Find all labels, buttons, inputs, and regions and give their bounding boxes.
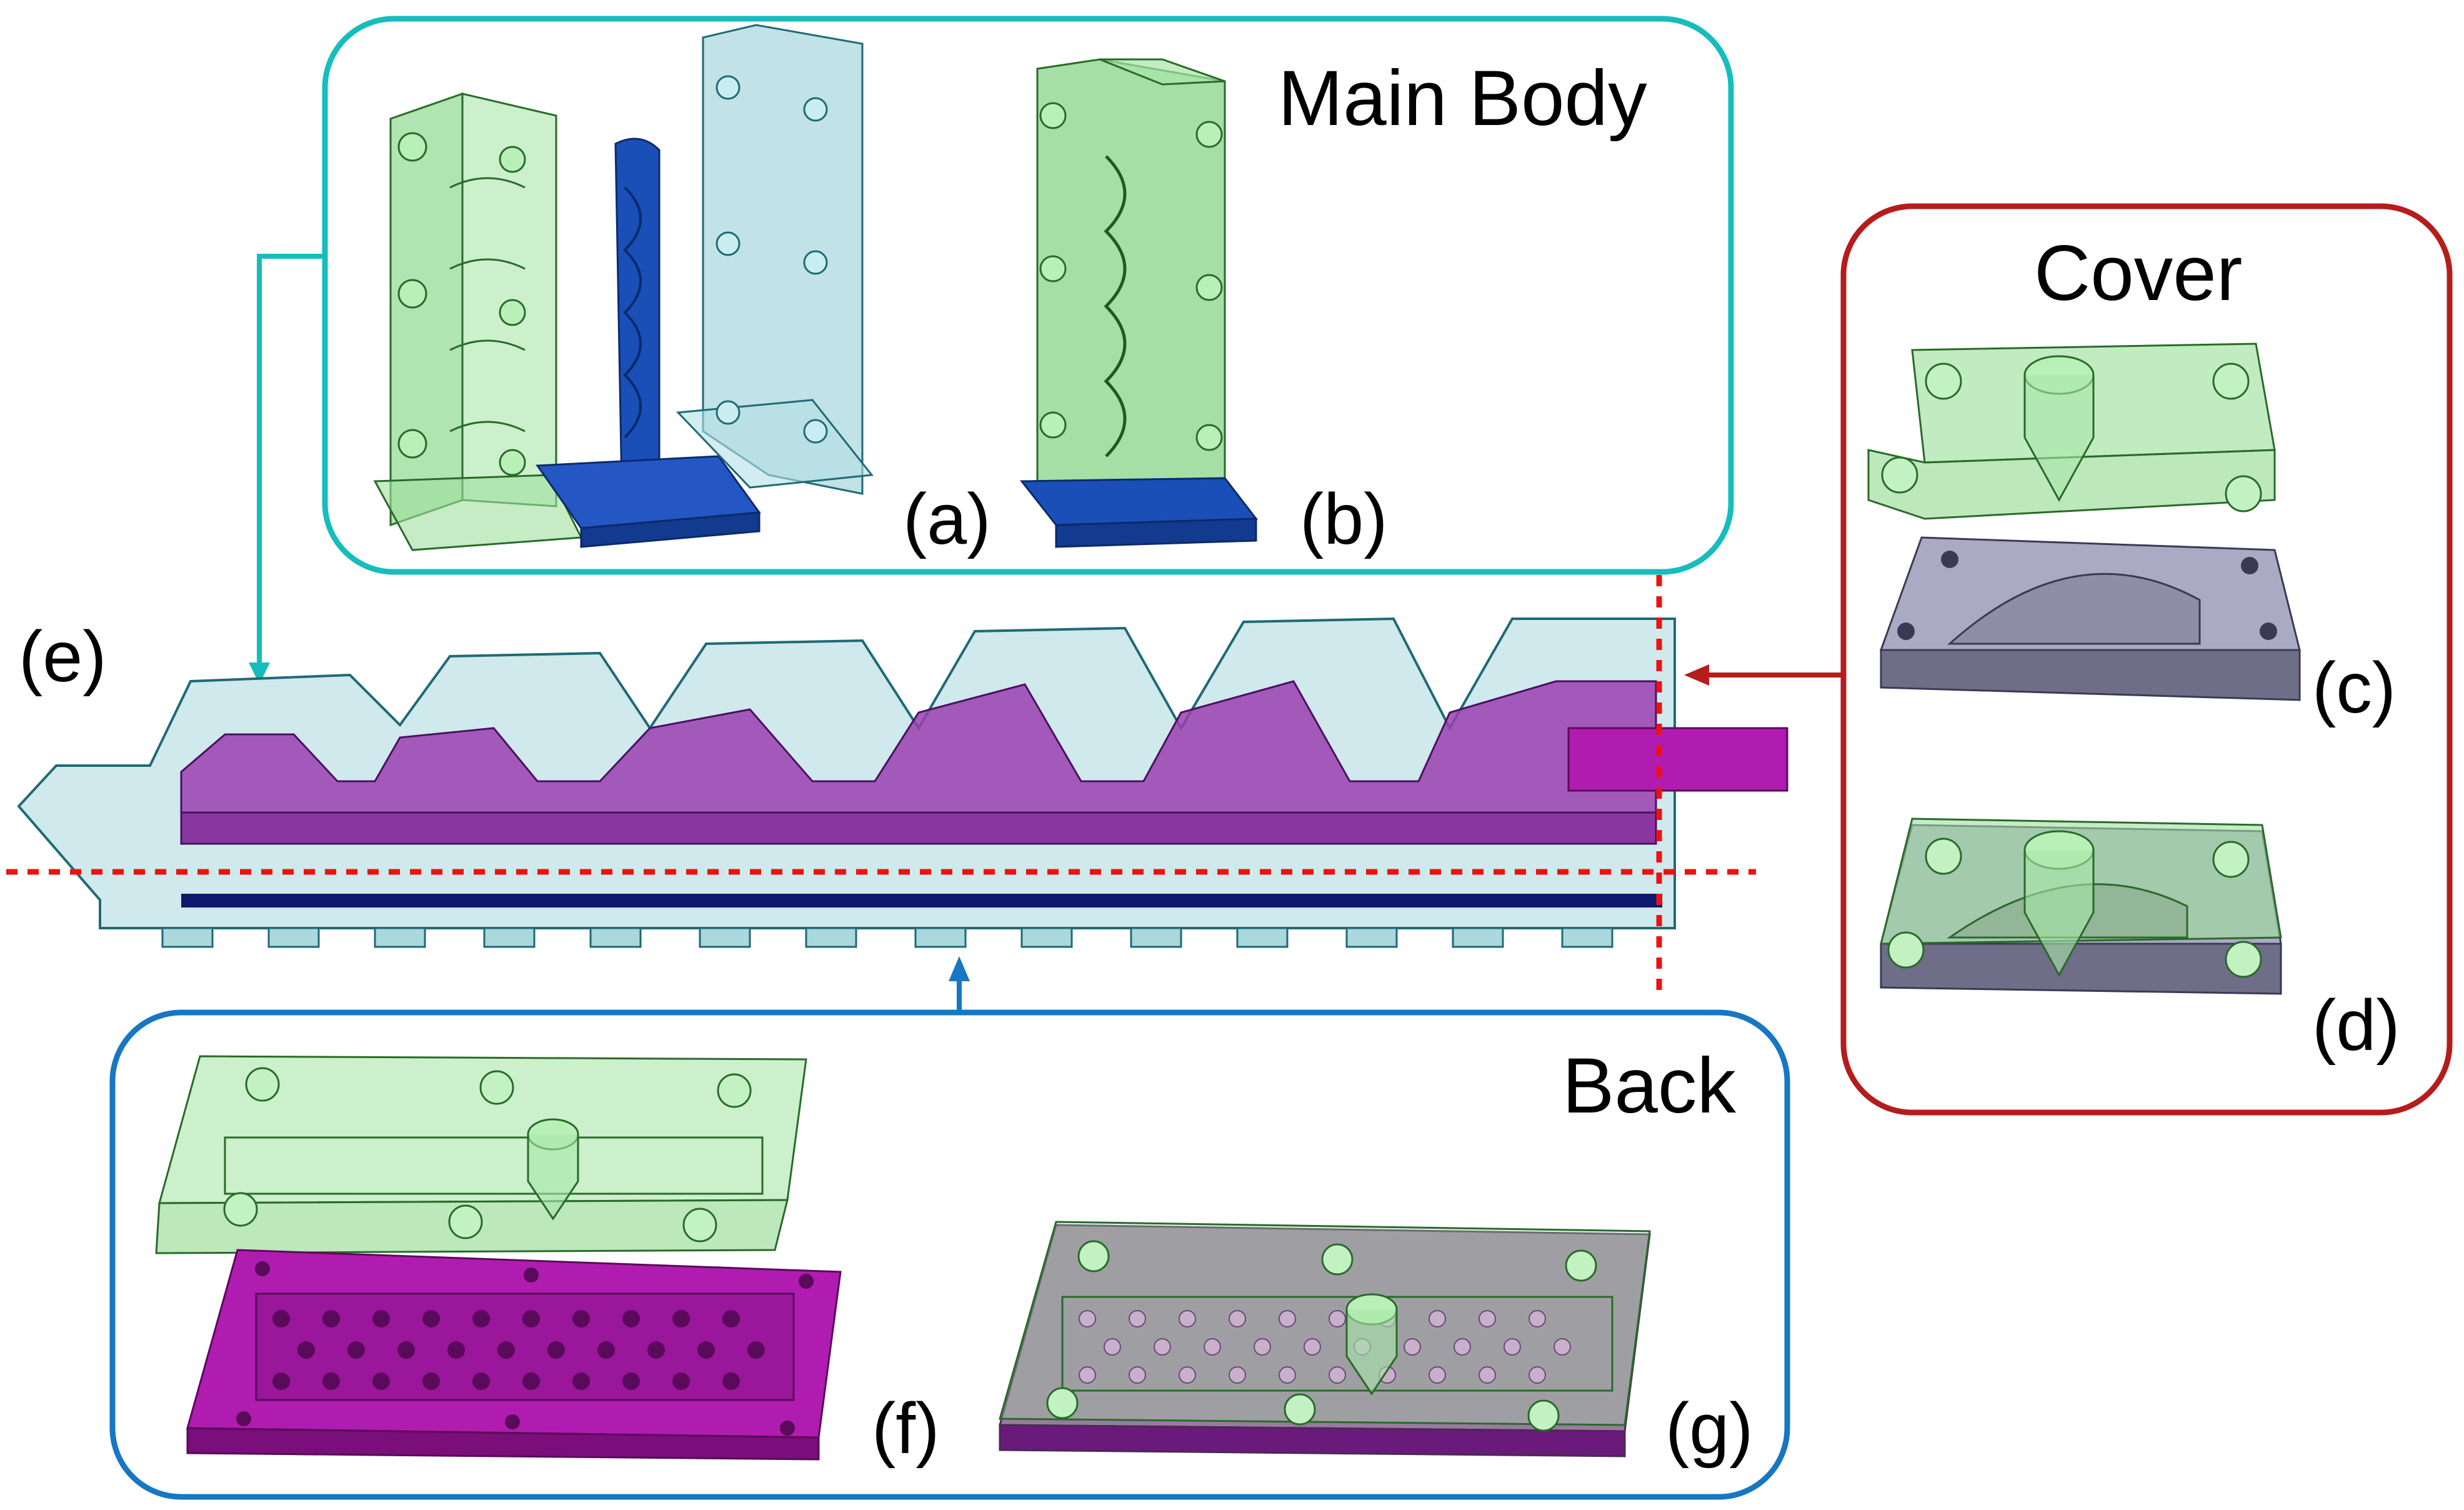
cover-title: Cover bbox=[2034, 230, 2242, 317]
label-e: (e) bbox=[19, 617, 107, 697]
inlet-port bbox=[1567, 727, 1788, 792]
bottom-teeth bbox=[161, 927, 1614, 948]
main-body-panel: Main Body (a) (b) bbox=[322, 16, 1734, 575]
back-arrowhead bbox=[949, 956, 970, 981]
back-frame bbox=[109, 1009, 1790, 1500]
main-body-connector bbox=[257, 254, 325, 666]
cover-assembled-d bbox=[1880, 818, 2282, 995]
cover-green-cap-c bbox=[1867, 342, 2276, 520]
label-b: (b) bbox=[1300, 479, 1388, 559]
back-assembled-g bbox=[999, 1221, 1651, 1458]
main-body-frame bbox=[322, 16, 1734, 575]
blue-core-mold bbox=[536, 138, 761, 548]
main-body-title: Main Body bbox=[1278, 55, 1647, 142]
teal-mold-half-a bbox=[676, 24, 874, 495]
back-magenta-plate-f bbox=[186, 1249, 842, 1461]
label-a: (a) bbox=[903, 479, 991, 559]
green-mold-half-a bbox=[373, 92, 583, 551]
cover-panel: Cover (c) (d) bbox=[1840, 203, 2453, 1116]
cover-gray-plate-c bbox=[1879, 536, 2301, 701]
back-green-lid-f bbox=[155, 1055, 807, 1254]
channel-purple bbox=[180, 680, 1657, 845]
label-c: (c) bbox=[2312, 648, 2396, 728]
assembly-section-e: (e) bbox=[6, 575, 1788, 1000]
label-g: (g) bbox=[1665, 1389, 1753, 1469]
channel-bottom-band bbox=[180, 811, 1657, 845]
label-d: (d) bbox=[2312, 986, 2400, 1066]
back-panel: Back (f) (g) bbox=[109, 1009, 1790, 1500]
back-title: Back bbox=[1562, 1042, 1736, 1129]
cover-arrowhead bbox=[1684, 664, 1709, 686]
main-body-arrowhead bbox=[249, 662, 270, 684]
assembled-mold-b bbox=[1019, 58, 1258, 548]
label-f: (f) bbox=[872, 1389, 940, 1469]
back-strip bbox=[181, 894, 1662, 908]
cover-frame bbox=[1840, 203, 2453, 1116]
